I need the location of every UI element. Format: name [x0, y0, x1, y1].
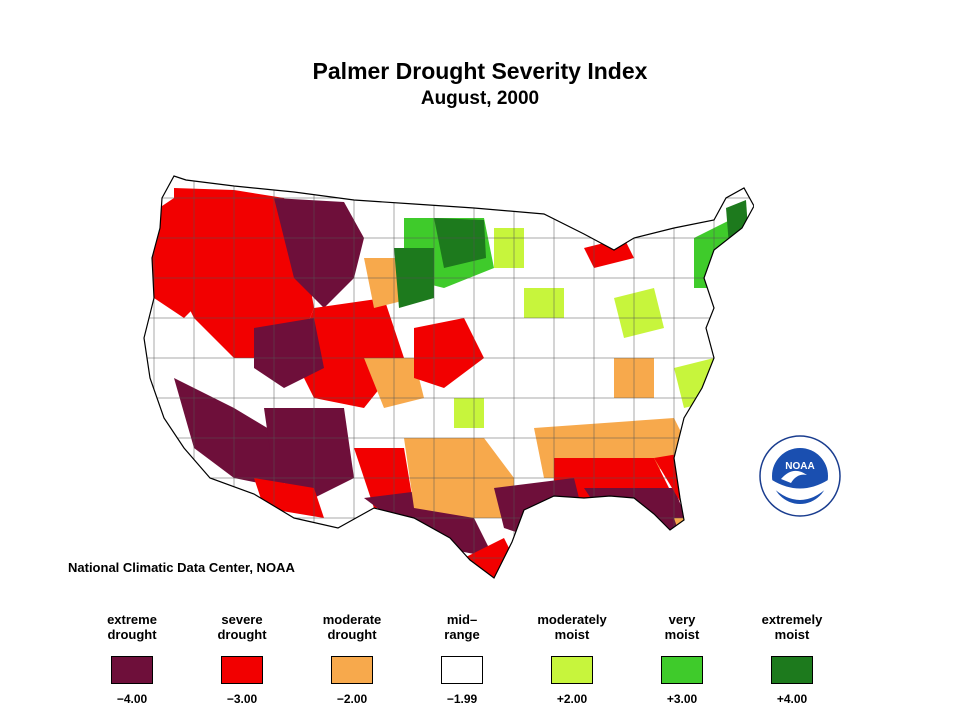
division-boundaries — [144, 176, 754, 578]
legend-swatch-extreme-drought — [111, 656, 153, 684]
data-source-credit: National Climatic Data Center, NOAA — [68, 560, 295, 575]
legend-label: very moist — [664, 612, 700, 642]
slide: Palmer Drought Severity Index August, 20… — [32, 30, 928, 720]
region-southwest-extreme — [174, 378, 284, 488]
legend-item-moderately-moist: moderately moist +2.00 — [522, 610, 622, 706]
region-pacific-northwest-severe — [174, 188, 314, 358]
legend-label: severe drought — [217, 612, 267, 642]
region-michigan-moderately-moist — [614, 288, 664, 338]
region-delmarva-very-moist — [734, 328, 754, 388]
legend-swatch-very-moist — [661, 656, 703, 684]
legend-label: moderate drought — [322, 612, 382, 642]
us-drought-map — [143, 175, 754, 579]
map-subtitle: August, 2000 — [420, 88, 540, 109]
us-outline — [143, 175, 754, 579]
region-minnesota-moderately-moist — [494, 228, 524, 268]
legend-value: −3.00 — [226, 692, 258, 706]
legend-item-moderate-drought: moderate drought −2.00 — [302, 610, 402, 706]
legend-label: mid– range — [444, 612, 480, 642]
legend-value: +2.00 — [556, 692, 588, 706]
legend-item-severe-drought: severe drought −3.00 — [192, 610, 292, 706]
region-nebraska-severe — [414, 318, 484, 388]
region-idaho-extreme — [254, 318, 324, 388]
legend-label: extreme drought — [107, 612, 157, 642]
legend-swatch-moderately-moist — [551, 656, 593, 684]
legend-label: moderately moist — [537, 612, 607, 642]
legend-swatch-extremely-moist — [771, 656, 813, 684]
legend-label: extremely moist — [761, 612, 823, 642]
region-north-dakota-extremely-moist — [434, 218, 486, 268]
legend-swatch-moderate-drought — [331, 656, 373, 684]
region-vermont-extremely-moist — [726, 200, 750, 258]
legend-swatch-mid-range — [441, 656, 483, 684]
legend-item-extreme-drought: extreme drought −4.00 — [82, 610, 182, 706]
legend-item-extremely-moist: extremely moist +4.00 — [742, 610, 842, 706]
region-arizona-nm-extreme — [264, 408, 354, 498]
region-oklahoma-moderately-moist — [454, 398, 484, 428]
legend-item-very-moist: very moist +3.00 — [632, 610, 732, 706]
noaa-logo-icon: NOAA — [759, 435, 841, 517]
region-iowa-moderately-moist — [524, 288, 564, 318]
legend-item-mid-range: mid– range −1.99 — [412, 610, 512, 706]
legend-value: −1.99 — [446, 692, 478, 706]
region-montana-extreme — [274, 198, 364, 308]
legend-value: +3.00 — [666, 692, 698, 706]
legend-swatch-severe-drought — [221, 656, 263, 684]
legend: extreme drought −4.00 severe drought −3.00… — [82, 610, 842, 720]
legend-value: −2.00 — [336, 692, 368, 706]
region-louisiana-extreme — [494, 478, 584, 538]
noaa-logo-text: NOAA — [785, 461, 814, 472]
region-florida-moderate — [674, 518, 724, 578]
legend-value: +4.00 — [776, 692, 808, 706]
legend-value: −4.00 — [116, 692, 148, 706]
map-title: Palmer Drought Severity Index — [312, 58, 648, 84]
